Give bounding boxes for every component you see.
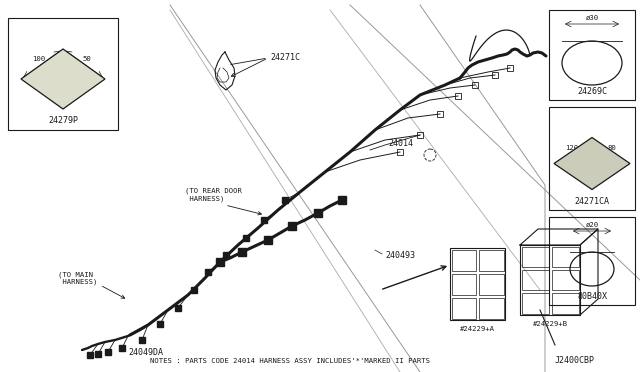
Bar [119, 345, 125, 351]
Bar [314, 209, 322, 217]
Bar [157, 321, 163, 327]
Bar [216, 258, 224, 266]
Bar [492, 72, 498, 78]
Text: #24229+A: #24229+A [460, 326, 495, 332]
Bar [95, 351, 101, 357]
Bar [288, 222, 296, 230]
Text: #24229+B: #24229+B [532, 321, 568, 327]
Bar [522, 293, 548, 314]
Text: (TO MAIN
 HARNESS): (TO MAIN HARNESS) [58, 271, 97, 285]
Bar [238, 248, 246, 256]
Bar [397, 149, 403, 155]
Bar [338, 196, 346, 204]
Text: 24269C: 24269C [577, 87, 607, 96]
Bar [264, 236, 272, 244]
Text: ø20: ø20 [586, 222, 598, 228]
Bar [522, 270, 548, 290]
Polygon shape [554, 138, 630, 189]
Bar [450, 248, 505, 320]
Bar [191, 287, 197, 293]
Text: 80: 80 [607, 144, 616, 151]
Text: 120: 120 [565, 144, 579, 151]
Bar [451, 250, 476, 270]
Bar [437, 111, 443, 117]
Text: 24014: 24014 [388, 138, 413, 148]
Bar [455, 93, 461, 99]
Text: 240493: 240493 [385, 250, 415, 260]
Bar [139, 337, 145, 343]
Bar [87, 352, 93, 358]
Bar [552, 293, 579, 314]
Bar [552, 270, 579, 290]
Text: NOTES : PARTS CODE 24014 HARNESS ASSY INCLUDES'*'MARKED II PARTS: NOTES : PARTS CODE 24014 HARNESS ASSY IN… [150, 358, 430, 364]
Text: ø30: ø30 [586, 15, 598, 21]
Bar [105, 349, 111, 355]
Bar [472, 82, 478, 88]
Text: 100: 100 [33, 56, 45, 62]
Text: 24271CA: 24271CA [575, 197, 609, 206]
Bar [522, 247, 548, 267]
Bar [417, 132, 423, 138]
Text: 24279P: 24279P [48, 116, 78, 125]
Text: 24049DA: 24049DA [128, 348, 163, 357]
Bar [479, 250, 504, 270]
Bar [223, 252, 229, 258]
Bar [282, 197, 288, 203]
Bar [175, 305, 181, 311]
Bar [243, 235, 249, 241]
Bar [479, 298, 504, 318]
Text: (TO REAR DOOR
 HARNESS): (TO REAR DOOR HARNESS) [185, 188, 242, 202]
Bar [479, 273, 504, 295]
Bar [552, 247, 579, 267]
Text: 24271C: 24271C [270, 52, 300, 61]
Bar [520, 245, 580, 315]
Text: J2400CBP: J2400CBP [555, 356, 595, 365]
Bar [451, 273, 476, 295]
Polygon shape [21, 49, 105, 109]
Bar [205, 269, 211, 275]
Bar [261, 217, 267, 223]
Text: 50: 50 [83, 56, 92, 62]
Text: 80B40X: 80B40X [577, 292, 607, 301]
Bar [507, 65, 513, 71]
Bar [451, 298, 476, 318]
